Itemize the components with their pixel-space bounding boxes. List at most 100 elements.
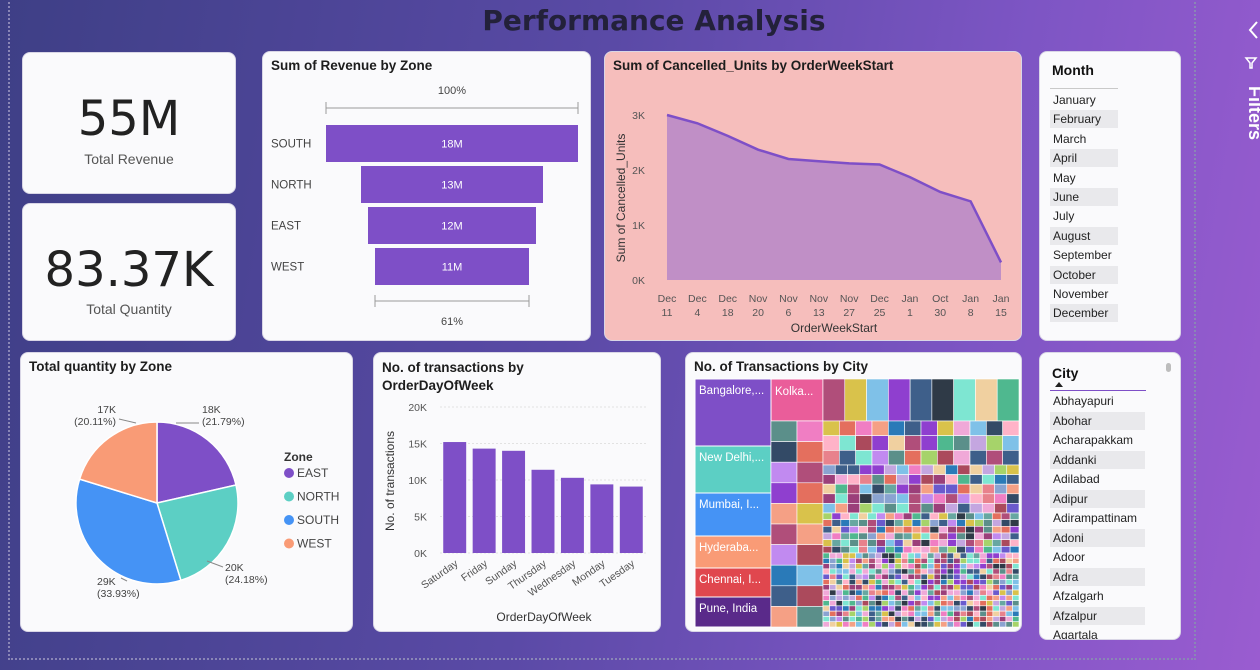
slicer-item[interactable]: April xyxy=(1050,149,1118,168)
treemap-tile xyxy=(861,563,870,570)
treemap-tile xyxy=(1012,605,1020,612)
treemap-tile xyxy=(965,546,975,554)
slicer-item[interactable]: May xyxy=(1053,170,1076,185)
treemap-tile xyxy=(901,589,909,596)
treemap-tile xyxy=(829,600,837,607)
slicer-item[interactable]: Adoor xyxy=(1053,550,1086,564)
treemap-tile xyxy=(956,519,966,527)
treemap-tile xyxy=(981,483,995,495)
pie-value-label: 20K xyxy=(225,562,244,574)
treemap-tile xyxy=(840,539,851,547)
treemap-tile xyxy=(829,557,837,564)
treemap-tile xyxy=(965,526,975,534)
slicer-item[interactable]: Adoni xyxy=(1050,528,1145,547)
scrollbar-thumb[interactable] xyxy=(1166,363,1171,372)
treemap-tile xyxy=(946,589,954,596)
treemap-tile xyxy=(796,585,824,607)
treemap-tile xyxy=(927,568,935,575)
treemap-tile xyxy=(1009,532,1020,540)
slicer-item[interactable]: August xyxy=(1050,226,1118,245)
treemap-tile xyxy=(907,552,915,559)
treemap-transactions-by-city[interactable]: No. of Transactions by City Bangalore,..… xyxy=(685,352,1022,632)
treemap-tile xyxy=(840,526,851,534)
slicer-item[interactable]: Addanki xyxy=(1050,450,1145,469)
bar-transactions-by-day[interactable]: No. of transactions by OrderDayOfWeek 0K… xyxy=(373,352,661,632)
slicer-item[interactable]: December xyxy=(1050,304,1118,323)
treemap-tile xyxy=(896,503,910,514)
treemap-tile xyxy=(868,573,876,580)
treemap-tile xyxy=(953,378,976,422)
treemap-tile xyxy=(932,483,946,495)
treemap-tile xyxy=(979,610,987,617)
treemap-tile xyxy=(867,512,877,520)
funnel-revenue-by-zone[interactable]: Sum of Revenue by Zone 100% 18M SOUTH 13M NO… xyxy=(262,51,591,341)
treemap-tile xyxy=(965,512,975,520)
treemap-tile xyxy=(933,589,941,596)
treemap-tile xyxy=(834,503,848,514)
y-tick-label: 20K xyxy=(408,402,427,414)
slicer-item[interactable]: Afzalgarh xyxy=(1053,589,1104,603)
slicer-item[interactable]: November xyxy=(1053,287,1109,301)
x-tick-label: 30 xyxy=(934,307,946,319)
treemap-tile xyxy=(770,544,798,566)
treemap-tile xyxy=(911,512,922,520)
slicer-item[interactable]: Adirampattinam xyxy=(1053,511,1138,525)
kpi-revenue-label: Total Revenue xyxy=(84,151,174,167)
treemap-tile xyxy=(874,573,883,580)
slicer-item[interactable]: March xyxy=(1053,131,1087,146)
treemap-tile xyxy=(940,552,948,559)
slicer-item[interactable]: October xyxy=(1050,265,1118,284)
slicer-item[interactable]: Acharapakkam xyxy=(1053,433,1134,447)
treemap-tile xyxy=(959,616,968,623)
treemap-tile xyxy=(953,616,961,623)
treemap-tile xyxy=(1000,526,1011,534)
slicer-item[interactable]: January xyxy=(1053,93,1096,107)
treemap-tile xyxy=(920,600,928,607)
slicer-item[interactable]: September xyxy=(1053,248,1112,263)
slicer-item[interactable]: Agartala xyxy=(1053,628,1098,640)
treemap-tile xyxy=(959,584,968,591)
slicer-item[interactable]: Adipur xyxy=(1050,489,1145,508)
treemap-tile xyxy=(888,420,905,436)
treemap-tile xyxy=(966,557,974,564)
legend-entry: WEST xyxy=(297,537,332,551)
funnel-category-label: SOUTH xyxy=(271,139,311,151)
treemap-tile xyxy=(770,523,798,545)
treemap-tile xyxy=(848,552,856,559)
slicer-item[interactable]: Adra xyxy=(1050,567,1145,586)
treemap-tile xyxy=(842,600,850,607)
treemap-tile xyxy=(835,605,843,612)
treemap-tile xyxy=(999,563,1007,570)
y-tick-label: 3K xyxy=(632,110,645,122)
treemap-tile xyxy=(953,589,961,596)
funnel-plot: 100% 18M SOUTH 13M NORTH 12M EAST 11M WEST 61% xyxy=(271,85,579,328)
slicer-item[interactable]: February xyxy=(1050,110,1118,129)
kpi-card-quantity[interactable]: 83.37K Total Quantity xyxy=(22,203,236,341)
treemap-tile xyxy=(867,526,877,534)
filters-pane-collapsed[interactable]: Filters xyxy=(1236,8,1260,168)
treemap-tile xyxy=(894,563,902,570)
treemap-tile xyxy=(914,552,922,559)
treemap-tile xyxy=(861,610,870,617)
x-tick-label: 11 xyxy=(662,307,673,319)
slicer-item[interactable]: Afzalpur xyxy=(1050,606,1145,625)
treemap-tile xyxy=(822,526,833,534)
slicer-item[interactable]: Abhayapuri xyxy=(1053,394,1114,408)
treemap-tile xyxy=(946,552,954,559)
treemap-tile xyxy=(933,621,941,628)
treemap-tile xyxy=(1005,552,1013,559)
slicer-item[interactable]: Adilabad xyxy=(1053,472,1100,486)
month-slicer[interactable]: Month January February March April May June Ju… xyxy=(1039,51,1181,341)
area-cancelled-units[interactable]: Sum of Cancelled_Units by OrderWeekStart… xyxy=(604,51,1022,341)
city-slicer[interactable]: City Abhayapuri Abohar Acharapakkam Addanki… xyxy=(1039,352,1181,640)
treemap-tile xyxy=(933,568,941,575)
pie-quantity-by-zone[interactable]: Total quantity by Zone 18K (21.79%) 20K (24… xyxy=(20,352,353,632)
treemap-tile xyxy=(855,435,873,451)
slicer-item[interactable]: July xyxy=(1053,209,1075,224)
slicer-item[interactable]: Abohar xyxy=(1050,411,1145,430)
funnel-data-label: 13M xyxy=(441,180,462,192)
sort-arrow-icon[interactable] xyxy=(1055,382,1063,387)
kpi-card-revenue[interactable]: 55M Total Revenue xyxy=(22,52,236,194)
treemap-tile xyxy=(901,568,909,575)
slicer-item[interactable]: June xyxy=(1050,188,1118,206)
